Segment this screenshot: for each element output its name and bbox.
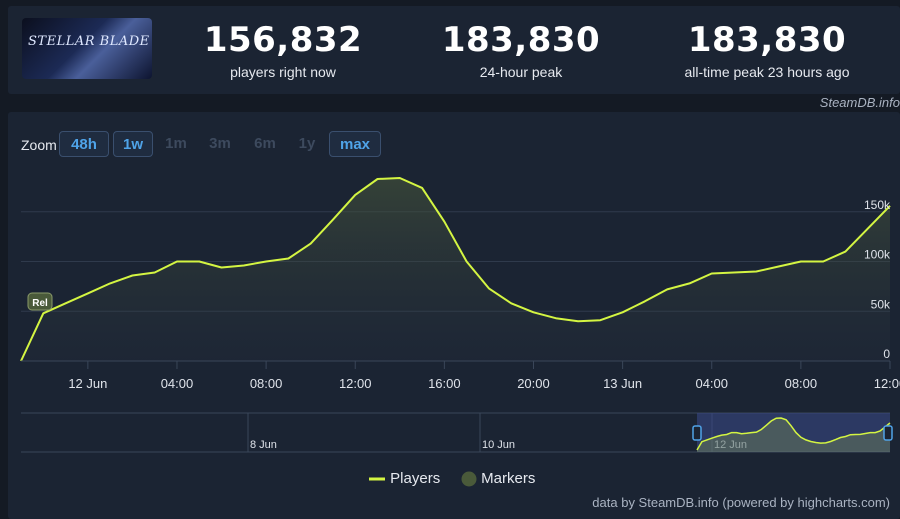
stat-all-time-peak: 183,830 all-time peak 23 hours ago [637,6,897,80]
legend-label: Players [390,470,441,487]
y-tick-label: 50k [871,297,891,311]
zoom-1m-button[interactable]: 1m [165,135,187,152]
x-tick-label: 08:00 [250,376,283,391]
release-marker [27,292,53,311]
navigator-date-label: 10 Jun [482,439,515,451]
stat-value: 156,832 [203,20,363,60]
navigator-date-label: 8 Jun [250,439,277,451]
zoom-1w-button[interactable]: 1w [113,131,153,157]
navigator-selection [697,413,890,452]
x-tick-label: 12:00 [339,376,372,391]
navigator-right-handle[interactable] [883,425,893,441]
stat-label: players right now [230,64,336,80]
players-series-line [20,177,891,362]
zoom-max-button[interactable]: max [329,131,381,157]
x-tick-label: 12 Jun [68,376,107,391]
navigator-left-handle[interactable] [692,425,702,441]
legend-label: Markers [481,470,536,487]
stat-24h-peak: 183,830 24-hour peak [391,6,651,80]
x-tick-label: 20:00 [517,376,550,391]
steamdb-credit-link[interactable]: SteamDB.info [819,95,900,110]
stat-label: 24-hour peak [479,64,563,80]
x-tick-label: 12:00 [874,376,900,391]
release-marker-label: Rel [32,298,48,309]
x-tick-label: 16:00 [428,376,461,391]
stat-current-players: 156,832 players right now [153,6,413,80]
zoom-label: Zoom [21,137,57,153]
stat-label: all-time peak 23 hours ago [684,64,850,80]
legend-item-markers[interactable]: Markers [461,470,535,487]
legend-line-icon [369,477,385,481]
game-logo[interactable]: STELLAR BLADE [22,18,152,79]
x-tick-label: 04:00 [161,376,194,391]
x-tick-label: 13 Jun [603,376,642,391]
y-tick-label: 0 [883,347,890,361]
zoom-3m-button[interactable]: 3m [209,135,231,152]
zoom-1y-button[interactable]: 1y [298,135,316,152]
y-tick-label: 100k [864,248,891,262]
zoom-48h-button[interactable]: 48h [59,131,109,157]
zoom-6m-button[interactable]: 6m [254,135,276,152]
footer-credit[interactable]: data by SteamDB.info (powered by highcha… [592,495,890,510]
navigator-line [696,417,891,451]
game-logo-text: STELLAR BLADE [28,34,150,49]
legend-dot-icon [461,471,477,487]
stat-value: 183,830 [441,20,601,60]
x-tick-label: 04:00 [695,376,728,391]
players-area [21,178,890,361]
stats-panel: STELLAR BLADE 156,832 players right now … [8,6,900,94]
stat-value: 183,830 [687,20,847,60]
legend-item-players[interactable]: Players [368,470,440,487]
y-tick-label: 150k [864,198,891,212]
navigator-area [697,418,890,452]
x-tick-label: 08:00 [785,376,818,391]
